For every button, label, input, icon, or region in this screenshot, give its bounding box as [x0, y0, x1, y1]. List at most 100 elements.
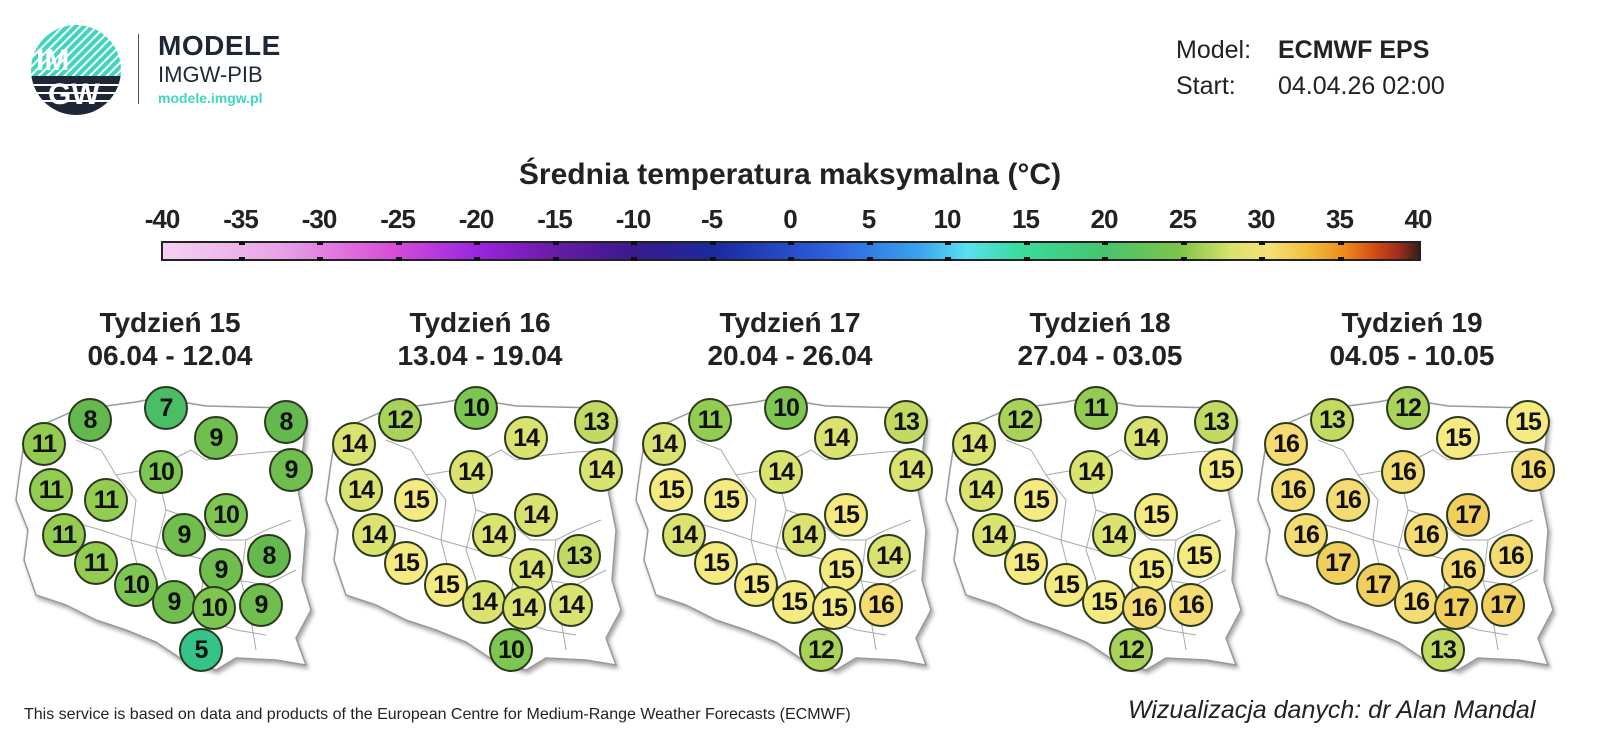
temperature-point: 16 [1511, 448, 1555, 492]
scale-tick-label: -25 [380, 204, 416, 234]
temperature-point: 9 [199, 548, 243, 592]
temperature-point: 14 [759, 450, 803, 494]
temperature-point: 14 [332, 422, 376, 466]
colorbar-tick-mark [317, 241, 323, 245]
colorbar-tick-mark [631, 241, 637, 245]
colorbar-tick-mark [709, 241, 716, 245]
temperature-point: 15 [1014, 478, 1058, 522]
week-header-15: Tydzień 15 06.04 - 12.04 [20, 306, 320, 372]
model-value: ECMWF EPS [1278, 36, 1430, 64]
temperature-point: 15 [1436, 416, 1480, 460]
colorbar-tick-mark [945, 241, 951, 245]
temperature-point: 16 [1271, 468, 1315, 512]
temperature-point: 14 [782, 513, 826, 557]
colorbar-tick-mark [474, 241, 480, 245]
start-value: 04.04.26 02:00 [1278, 72, 1445, 100]
temperature-point: 15 [1506, 400, 1550, 444]
temperature-point: 10 [204, 493, 248, 537]
temperature-point: 9 [194, 416, 238, 460]
temperature-point: 15 [812, 586, 856, 630]
colorbar-tick-mark [1180, 257, 1187, 261]
temperature-point: 13 [884, 400, 928, 444]
model-info: Model: ECMWF EPS Start: 04.04.26 02:00 [1176, 32, 1445, 104]
temperature-point: 9 [239, 583, 283, 627]
temperature-point: 14 [462, 580, 506, 624]
temperature-point: 16 [1284, 513, 1328, 557]
week-header-18: Tydzień 18 27.04 - 03.05 [950, 306, 1250, 372]
temperature-point: 14 [1124, 416, 1168, 460]
temperature-point: 11 [29, 468, 73, 512]
temperature-point: 16 [1404, 513, 1448, 557]
temperature-point: 16 [1264, 422, 1308, 466]
colorbar-tick-mark [1259, 257, 1265, 261]
temperature-point: 16 [1122, 586, 1166, 630]
temperature-point: 16 [1169, 583, 1213, 627]
temperature-point: 9 [269, 448, 313, 492]
week-title: Tydzień 19 [1341, 307, 1483, 338]
temperature-point: 13 [1421, 628, 1465, 672]
model-label: Model: [1176, 36, 1252, 64]
temperature-point: 12 [378, 398, 422, 442]
colorbar-tick-mark [1337, 241, 1344, 245]
colorbar-tick-mark [631, 257, 637, 261]
temperature-point: 13 [557, 534, 601, 578]
imgw-logo: IM GW [30, 24, 122, 116]
temperature-point: 14 [952, 422, 996, 466]
colorbar-tick-mark [552, 257, 559, 261]
scale-tick-label: 0 [783, 204, 798, 234]
temperature-point: 15 [1129, 548, 1173, 592]
colorbar-tick-mark [395, 241, 402, 245]
week-title: Tydzień 15 [99, 307, 241, 338]
logo-divider [138, 34, 139, 104]
temperature-point: 8 [247, 534, 291, 578]
temperature-point: 16 [1441, 548, 1485, 592]
temperature-point: 10 [114, 563, 158, 607]
scale-tick-label: 5 [861, 204, 877, 234]
colorbar-tick-mark [552, 241, 559, 245]
week-header-17: Tydzień 17 20.04 - 26.04 [640, 306, 940, 372]
poland-map-week-16: 14 12 10 14 13 14 14 14 15 14 14 14 15 15 14 13 14 14 14 10 [316, 380, 636, 680]
colorbar-tick-mark [866, 257, 873, 261]
temperature-point: 14 [509, 548, 553, 592]
temperature-point: 12 [1109, 628, 1153, 672]
temperature-point: 7 [144, 386, 188, 430]
brand-url-link[interactable]: modele.imgw.pl [158, 90, 263, 106]
colorbar-tick-mark [395, 257, 402, 261]
temperature-point: 15 [1082, 580, 1126, 624]
scale-tick-label: 10 [933, 204, 962, 234]
temperature-point: 16 [1326, 478, 1370, 522]
week-dates: 04.05 - 10.05 [1329, 340, 1495, 371]
colorbar-tick-mark [238, 257, 245, 261]
temperature-point: 10 [139, 450, 183, 494]
temperature-point: 17 [1446, 493, 1490, 537]
temperature-point: 14 [352, 513, 396, 557]
svg-text:IM: IM [36, 44, 69, 77]
temperature-point: 13 [574, 400, 618, 444]
temperature-point: 15 [1177, 534, 1221, 578]
temperature-point: 9 [162, 513, 206, 557]
temperature-point: 14 [642, 422, 686, 466]
poland-map-week-17: 14 11 10 14 13 14 14 15 15 14 15 14 15 15 15 14 15 15 16 12 [626, 380, 946, 680]
week-header-19: Tydzień 19 04.05 - 10.05 [1262, 306, 1562, 372]
scale-tick-label: -15 [537, 204, 573, 234]
colorbar-tick-mark [1180, 241, 1187, 245]
scale-tick-label: 25 [1169, 204, 1197, 234]
colorbar-tick-mark [1023, 241, 1030, 245]
temperature-point: 14 [1069, 450, 1113, 494]
temperature-point: 16 [859, 583, 903, 627]
ecmwf-attribution: This service is based on data and produc… [24, 706, 851, 723]
visualization-credit: Wizualizacja danych: dr Alan Mandal [1128, 696, 1536, 724]
colorbar-tick-mark [474, 257, 480, 261]
temperature-colorbar [161, 241, 1421, 261]
temperature-point: 10 [192, 586, 236, 630]
week-dates: 27.04 - 03.05 [1017, 340, 1183, 371]
colorbar-tick-mark [1337, 257, 1344, 261]
temperature-point: 15 [734, 563, 778, 607]
temperature-point: 13 [1194, 400, 1238, 444]
temperature-point: 9 [152, 580, 196, 624]
temperature-point: 11 [84, 478, 128, 522]
scale-tick-label: 20 [1090, 204, 1119, 234]
scale-tick-labels: -40 -35 -30 -25 -20 -15 -10 -5 0 5 10 15 20 25 30 35 40 [145, 204, 1433, 238]
temperature-point: 14 [814, 416, 858, 460]
scale-tick-label: -35 [223, 204, 259, 234]
